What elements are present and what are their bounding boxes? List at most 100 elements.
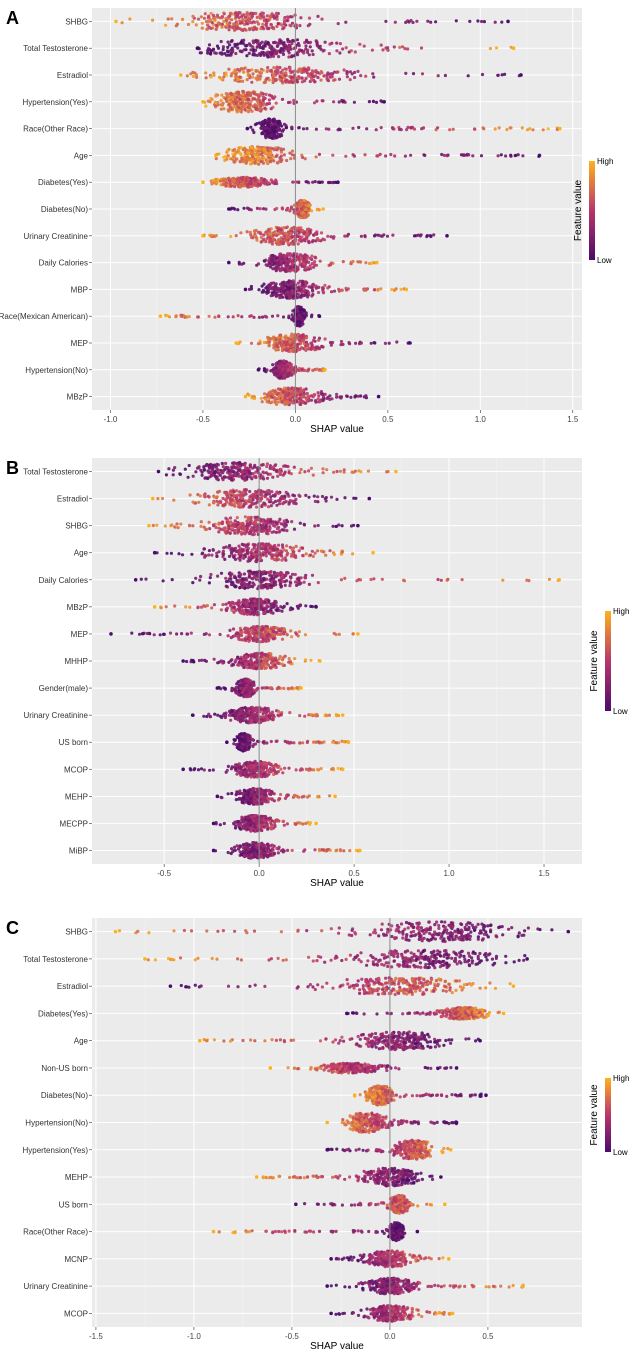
shap-point bbox=[321, 99, 325, 103]
shap-point bbox=[471, 154, 475, 158]
shap-point bbox=[227, 102, 231, 106]
shap-point bbox=[314, 155, 318, 159]
shap-point bbox=[275, 148, 279, 152]
shap-point bbox=[263, 44, 267, 48]
shap-point bbox=[269, 69, 273, 73]
shap-point bbox=[382, 233, 386, 237]
shap-point bbox=[310, 77, 314, 81]
shap-point bbox=[350, 470, 354, 474]
shap-point bbox=[436, 74, 440, 78]
shap-point bbox=[262, 233, 266, 237]
shap-point bbox=[276, 43, 280, 48]
shap-point bbox=[170, 17, 174, 21]
shap-point bbox=[318, 180, 322, 185]
shap-point bbox=[419, 46, 424, 50]
shap-point bbox=[291, 336, 295, 340]
shap-point bbox=[164, 23, 168, 27]
shap-point bbox=[262, 501, 266, 506]
shap-point bbox=[348, 342, 352, 346]
shap-point bbox=[336, 128, 340, 132]
shap-point bbox=[237, 90, 241, 94]
shap-point bbox=[229, 184, 233, 188]
shap-point bbox=[284, 67, 288, 71]
shap-point bbox=[259, 524, 263, 528]
shap-point bbox=[217, 522, 221, 526]
shap-point bbox=[243, 515, 247, 519]
shap-point bbox=[229, 489, 233, 493]
shap-point bbox=[305, 336, 309, 340]
shap-point bbox=[287, 47, 291, 51]
shap-point bbox=[291, 268, 295, 272]
shap-point bbox=[212, 501, 216, 505]
y-tick-label: Diabetes(No) bbox=[41, 205, 88, 214]
shap-point bbox=[236, 469, 240, 473]
shap-point bbox=[420, 72, 425, 76]
shap-point bbox=[376, 154, 380, 158]
shap-point bbox=[251, 52, 255, 57]
shap-point-max bbox=[558, 126, 562, 131]
shap-point bbox=[233, 97, 237, 101]
shap-point bbox=[220, 93, 224, 97]
shap-point bbox=[328, 549, 332, 553]
shap-point bbox=[265, 26, 269, 31]
shap-point bbox=[316, 549, 320, 553]
shap-point bbox=[198, 494, 202, 498]
shap-point bbox=[351, 126, 355, 130]
shap-point bbox=[343, 234, 347, 238]
shap-point bbox=[287, 55, 291, 59]
shap-point bbox=[255, 78, 259, 82]
shap-point bbox=[242, 42, 246, 46]
shap-point bbox=[290, 125, 294, 129]
shap-point bbox=[282, 41, 286, 45]
shap-point bbox=[271, 78, 275, 82]
y-tick-label: Total Testosterone bbox=[23, 468, 88, 477]
shap-point bbox=[254, 48, 258, 52]
shap-point bbox=[274, 521, 278, 525]
shap-point bbox=[283, 16, 287, 20]
shap-point bbox=[195, 466, 200, 470]
shap-point bbox=[285, 78, 289, 82]
shap-point bbox=[254, 505, 259, 509]
shap-point bbox=[262, 19, 266, 23]
shap-point bbox=[454, 19, 458, 23]
shap-point bbox=[482, 20, 486, 24]
shap-point bbox=[373, 288, 377, 292]
shap-point bbox=[231, 461, 235, 465]
shap-point bbox=[294, 349, 298, 353]
shap-point bbox=[286, 269, 290, 273]
shap-point bbox=[395, 340, 399, 344]
shap-point bbox=[251, 72, 255, 76]
shap-point-min bbox=[201, 180, 205, 184]
shap-point bbox=[260, 131, 264, 135]
shap-point bbox=[314, 400, 318, 404]
shap-point bbox=[249, 314, 253, 318]
shap-point bbox=[295, 207, 299, 211]
shap-point bbox=[202, 16, 206, 20]
shap-point bbox=[309, 398, 314, 402]
panel-b: B Total TestosteroneEstradiolSHBGAgeDaily… bbox=[6, 458, 629, 889]
shap-point bbox=[266, 497, 270, 501]
shap-point bbox=[229, 74, 233, 78]
shap-point bbox=[335, 49, 339, 53]
shap-point bbox=[267, 340, 271, 344]
shap-point bbox=[282, 26, 286, 30]
shap-point bbox=[265, 230, 269, 234]
shap-point bbox=[290, 235, 294, 239]
shap-point bbox=[238, 49, 242, 53]
shap-point-min bbox=[214, 153, 218, 158]
shap-point bbox=[281, 390, 285, 394]
shap-point bbox=[288, 339, 292, 344]
shap-point bbox=[256, 262, 261, 266]
shap-point bbox=[298, 471, 302, 475]
shap-point-min bbox=[245, 126, 250, 131]
shap-point bbox=[274, 256, 278, 260]
shap-point bbox=[289, 157, 293, 161]
shap-point bbox=[177, 552, 181, 556]
swarm-estradiol bbox=[178, 65, 523, 85]
shap-point bbox=[276, 71, 280, 75]
shap-point bbox=[220, 22, 224, 26]
shap-point bbox=[207, 495, 211, 499]
shap-point bbox=[251, 75, 255, 79]
shap-point bbox=[339, 343, 343, 347]
shap-point bbox=[298, 261, 302, 265]
